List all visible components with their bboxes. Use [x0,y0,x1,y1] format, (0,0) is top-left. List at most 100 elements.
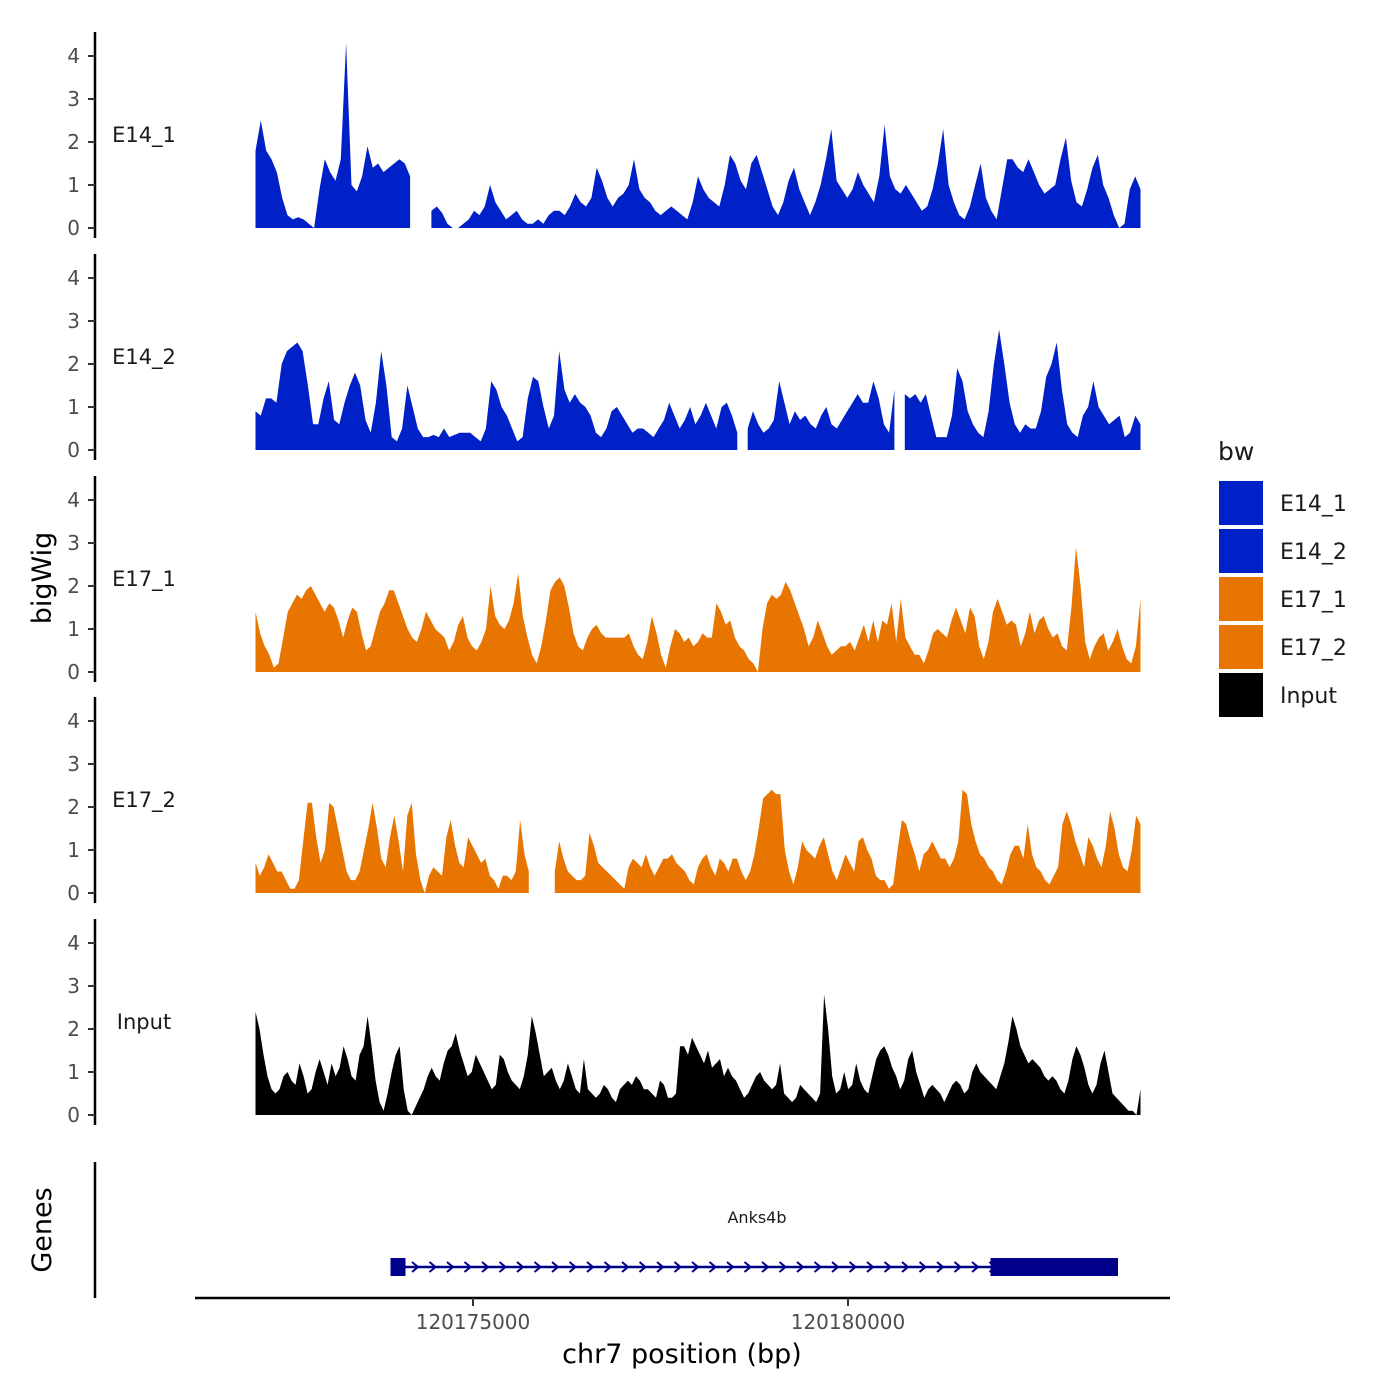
strand-arrow [551,1261,560,1273]
strand-arrow [866,1261,875,1273]
y-tick-label: 4 [67,266,80,290]
legend-label: E14_2 [1280,540,1347,565]
y-tick-label: 0 [67,1103,80,1127]
y-tick-label: 0 [67,660,80,684]
strand-arrow [516,1261,525,1273]
legend-label: Input [1280,684,1337,709]
strand-arrow [446,1261,455,1273]
strand-arrow [568,1261,578,1273]
legend-item-e14-1: E14_1 [1219,481,1347,525]
x-axis: 120175000 120180000 chr7 position (bp) [195,1296,1170,1370]
y-tick-label: 2 [67,352,80,376]
track-label-e14-2: E14_2 [112,345,176,370]
strand-arrow [813,1261,823,1273]
y-tick-label: 4 [67,488,80,512]
legend-item-e17-1: E17_1 [1219,577,1347,621]
x-axis-title: chr7 position (bp) [562,1339,802,1370]
strand-arrow [481,1261,490,1273]
strand-arrow [498,1261,508,1273]
y-tick-label: 2 [67,574,80,598]
y-tick-label: 1 [67,617,80,641]
strand-arrow [586,1261,595,1273]
y-tick-label: 2 [67,1017,80,1041]
track-label-e17-1: E17_1 [112,567,176,592]
legend-swatch [1219,673,1263,717]
legend-swatch [1219,481,1263,525]
y-tick-label: 0 [67,216,80,240]
gene-name-label: Anks4b [727,1208,786,1227]
strand-arrow [673,1261,683,1273]
strand-arrow [603,1261,613,1273]
y-tick-label: 1 [67,1060,80,1084]
y-tick-label: 4 [67,931,80,955]
track-panel-e14-1: E14_1 0 1 2 3 4 [67,32,1141,240]
legend-item-e17-2: E17_2 [1219,625,1347,669]
legend-swatch [1219,625,1263,669]
y-tick-label: 3 [67,752,80,776]
signal-area [255,994,1141,1115]
signal-area [255,329,1141,450]
track-panel-e17-1: E17_1 0 1 2 3 4 [67,476,1141,684]
strand-arrow [621,1261,630,1273]
signal-area [255,43,1141,228]
y-tick-label: 3 [67,974,80,998]
legend-swatch [1219,529,1263,573]
track-label-e14-1: E14_1 [112,123,176,148]
track-label-input: Input [117,1010,171,1034]
strand-arrow [936,1261,945,1273]
gene-exon [390,1258,406,1276]
strand-arrow [831,1261,840,1273]
legend-item-e14-2: E14_2 [1219,529,1347,573]
y-axis-title: bigWig [27,532,58,625]
legend-label: E14_1 [1280,492,1347,517]
legend: bw E14_1 E14_2 E17_1 E17_2 Input [1218,437,1347,717]
strand-arrow [463,1261,473,1273]
strand-arrow [918,1261,928,1273]
y-tick-label: 2 [67,130,80,154]
strand-arrow [533,1261,543,1273]
y-tick-label: 3 [67,531,80,555]
strand-arrow [656,1261,665,1273]
strand-arrow [796,1261,805,1273]
x-tick-label: 120180000 [791,1310,906,1334]
y-tick-label: 3 [67,309,80,333]
strand-arrow [971,1261,980,1273]
strand-arrow [428,1261,438,1273]
gene-model [390,1258,1118,1276]
y-tick-label: 0 [67,881,80,905]
legend-swatch [1219,577,1263,621]
gene-panel: Anks4b [93,1162,1118,1298]
gene-exon [990,1258,1118,1276]
track-label-e17-2: E17_2 [112,788,176,813]
y-tick-label: 4 [67,709,80,733]
strand-arrow [953,1261,963,1273]
signal-area [255,789,1141,893]
strand-arrow [726,1261,735,1273]
legend-title: bw [1218,437,1254,466]
strand-arrow [691,1261,700,1273]
x-tick-label: 120175000 [416,1310,531,1334]
y-tick-label: 0 [67,438,80,462]
legend-label: E17_1 [1280,588,1347,613]
track-panel-e17-2: E17_2 0 1 2 3 4 [67,697,1141,905]
track-panel-input: Input 0 1 2 3 4 [67,919,1141,1127]
strand-arrow [411,1261,420,1273]
genes-axis-title: Genes [27,1187,58,1272]
strand-arrow [761,1261,770,1273]
track-panel-e14-2: E14_2 0 1 2 3 4 [67,254,1141,462]
y-tick-label: 3 [67,87,80,111]
strand-arrow [708,1261,718,1273]
strand-arrow [848,1261,858,1273]
y-tick-label: 1 [67,838,80,862]
legend-label: E17_2 [1280,636,1347,661]
strand-arrow [901,1261,910,1273]
strand-arrow [778,1261,788,1273]
strand-arrow [883,1261,893,1273]
track-panels: E14_1 0 1 2 3 4 E14_2 0 1 2 3 4 E17_1 0 1 2 3 4 E17_… [67,32,1141,1127]
strand-arrow [743,1261,753,1273]
y-tick-label: 2 [67,795,80,819]
signal-area [255,547,1141,672]
legend-item-input: Input [1219,673,1337,717]
y-tick-label: 4 [67,44,80,68]
